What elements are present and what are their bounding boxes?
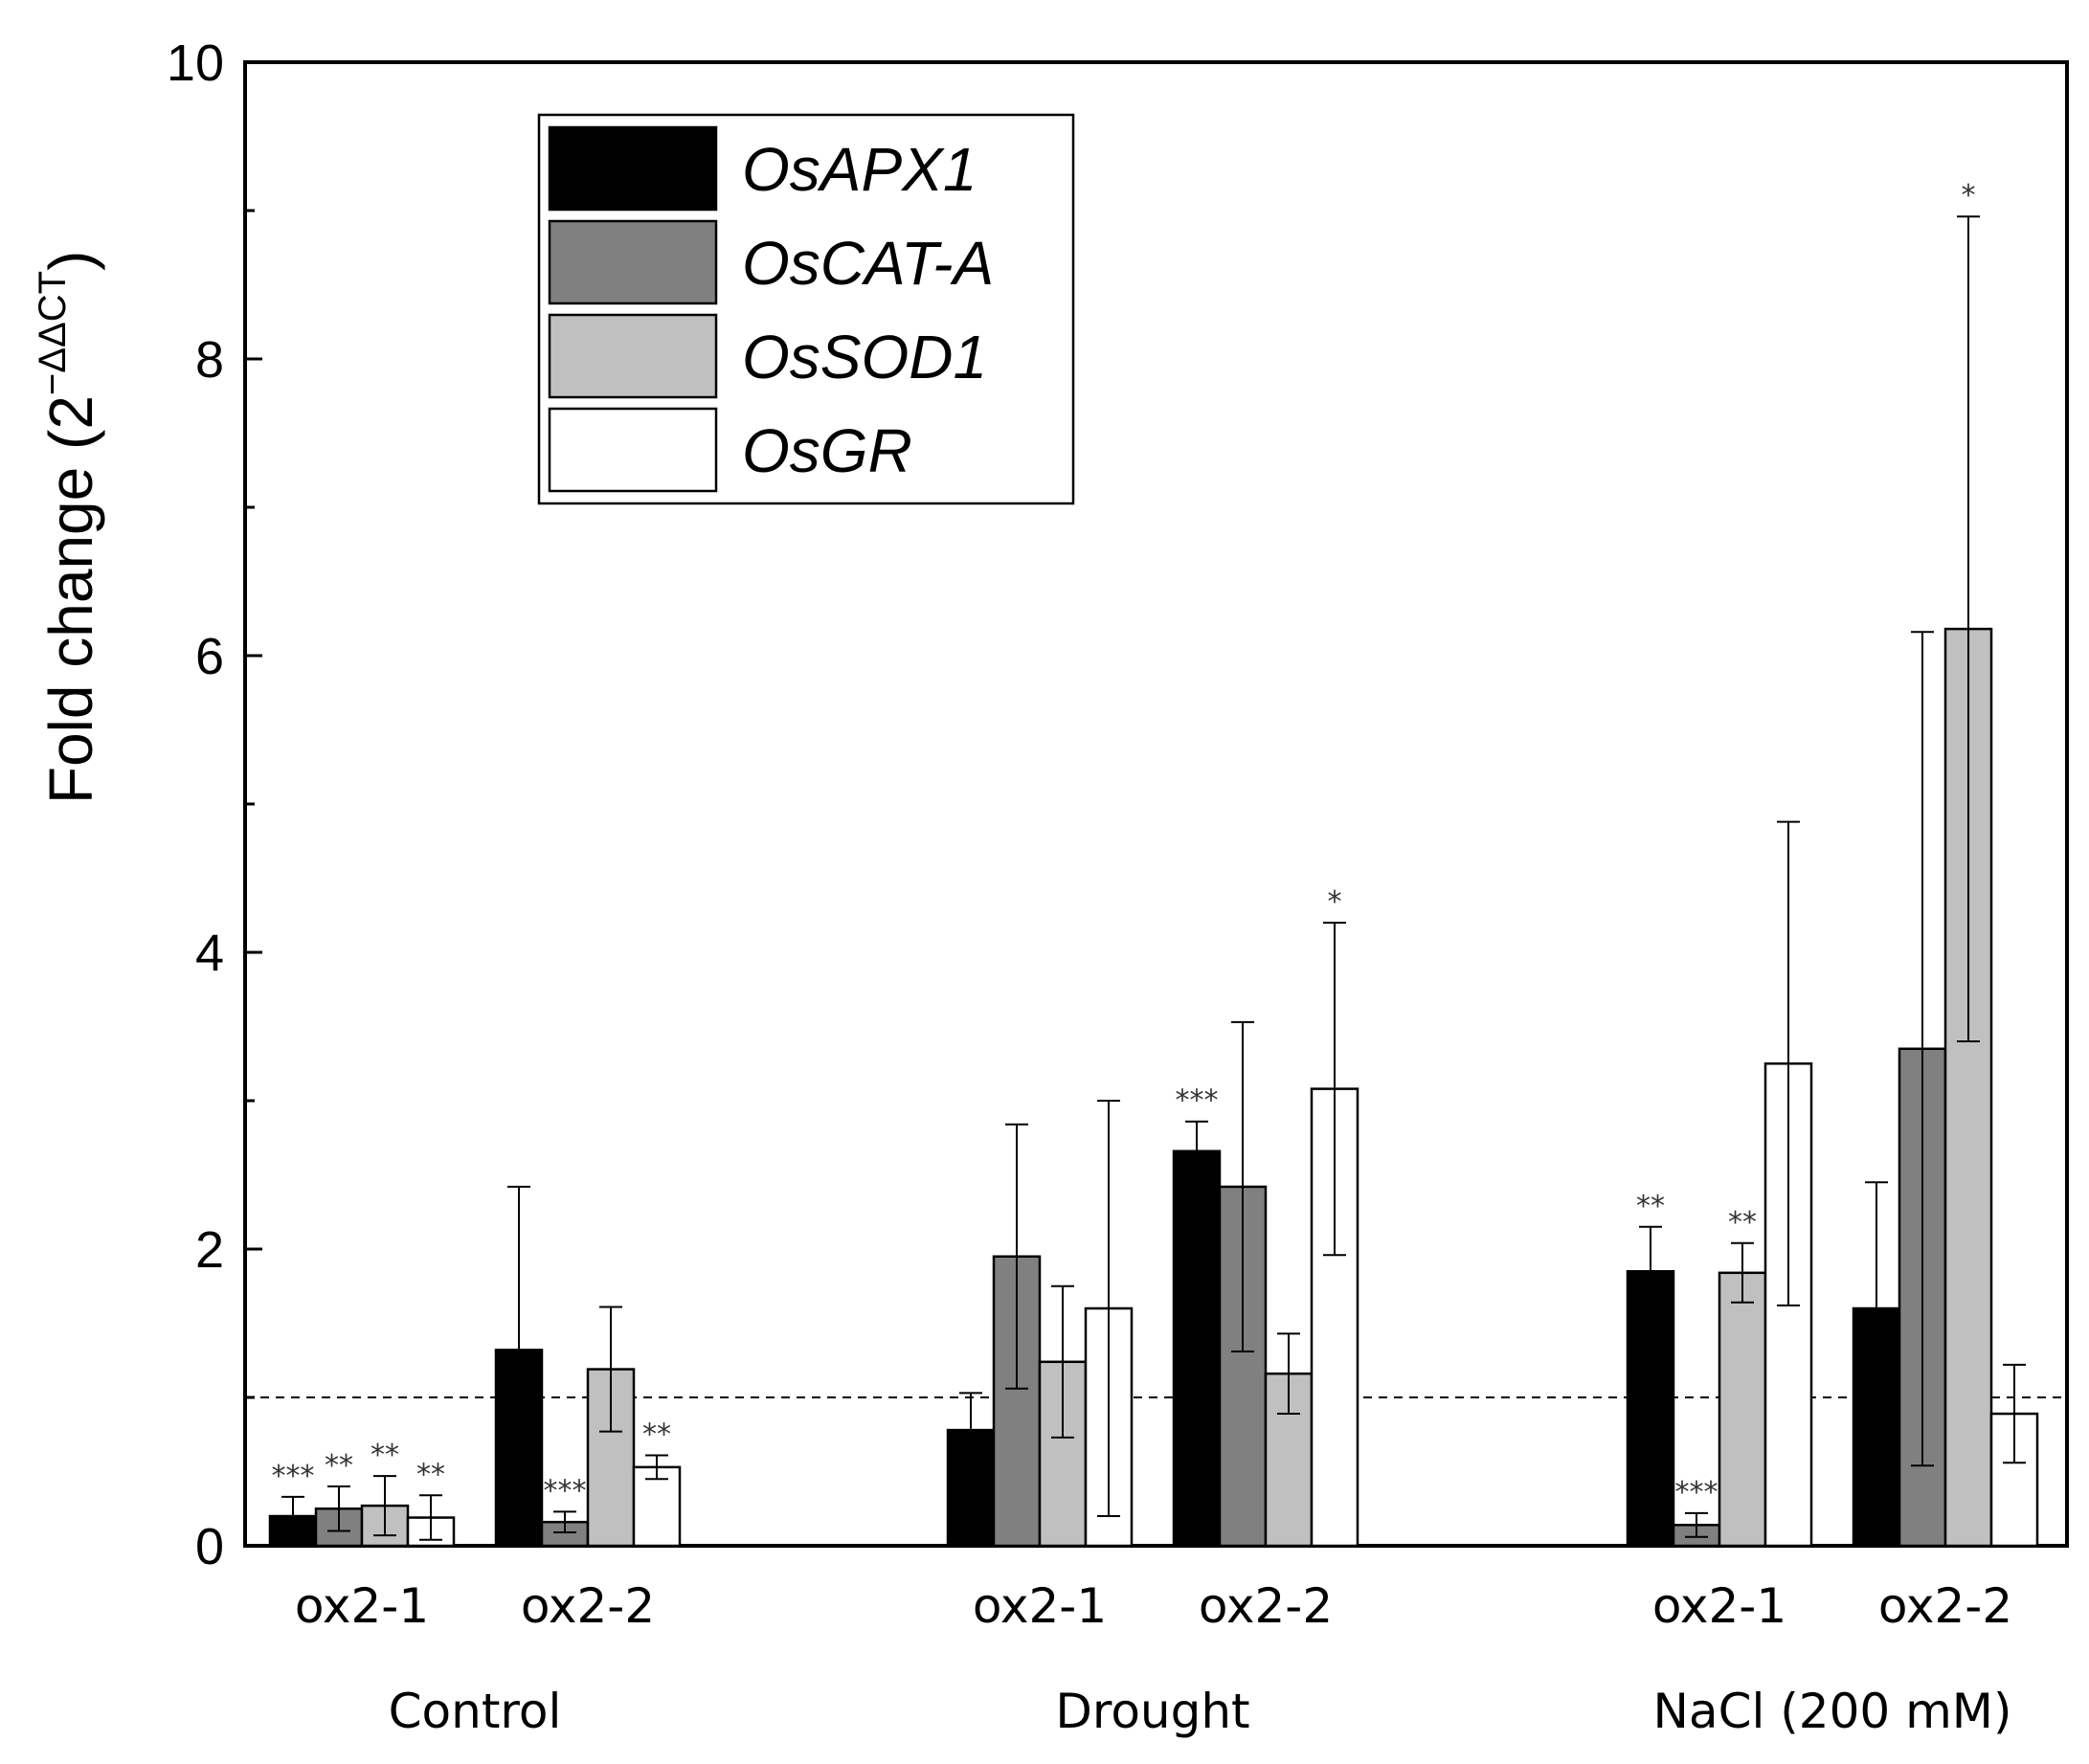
error-bar-osapx1-4 — [1639, 1225, 1662, 1317]
error-bar-ossod1-1 — [599, 1306, 622, 1433]
x-category-label: ox2-2 — [1878, 1578, 2012, 1634]
y-tick-label: 0 — [195, 1518, 224, 1575]
error-bar-ossod1-5 — [1957, 215, 1980, 1042]
error-bars-layer — [281, 215, 2026, 1541]
x-category-label: ox2-1 — [295, 1578, 429, 1634]
error-bar-oscat-a-2 — [1005, 1123, 1028, 1390]
y-axis-title: Fold change (2−ΔΔCT) — [32, 251, 105, 804]
significance-label: *** — [272, 1460, 315, 1493]
error-bar-ossod1-2 — [1051, 1284, 1074, 1439]
significance-label: * — [1328, 885, 1342, 919]
y-axis-title-superscript: −ΔΔCT — [32, 271, 74, 395]
significance-label: *** — [544, 1474, 587, 1507]
error-bar-ossod1-0 — [373, 1475, 396, 1537]
x-group-label: Drought — [1055, 1684, 1249, 1739]
error-bar-osapx1-2 — [959, 1392, 982, 1468]
error-bar-osgr-2 — [1097, 1100, 1120, 1517]
x-category-label: ox2-1 — [1652, 1578, 1786, 1634]
significance-label: *** — [1176, 1084, 1219, 1118]
error-bar-osapx1-0 — [281, 1495, 304, 1537]
legend-item-osgr: OsGR — [548, 407, 912, 493]
legend-swatch — [548, 407, 718, 493]
legend-label: OsCAT-A — [742, 229, 994, 298]
x-category-label: ox2-1 — [973, 1578, 1107, 1634]
y-axis: 0 2 4 6 8 10 — [167, 34, 262, 1575]
legend-item-osapx1: OsAPX1 — [548, 125, 977, 212]
error-bar-osgr-3 — [1323, 922, 1346, 1257]
x-axis: ox2-1 ox2-2 Control ox2-1 ox2-2 Drought ox2-1 o… — [295, 1578, 2012, 1739]
error-bar-oscat-a-0 — [327, 1485, 350, 1532]
significance-label: ** — [325, 1449, 353, 1483]
error-bar-ossod1-3 — [1277, 1332, 1300, 1416]
x-group-label: NaCl (200 mM) — [1653, 1684, 2012, 1739]
significance-label: *** — [1675, 1476, 1718, 1509]
error-bar-oscat-a-4 — [1685, 1511, 1708, 1538]
y-tick-label: 10 — [167, 34, 224, 92]
error-bar-ossod1-4 — [1731, 1241, 1754, 1304]
error-bar-oscat-a-3 — [1231, 1020, 1254, 1352]
y-axis-title-main: Fold change (2 — [36, 395, 105, 804]
significance-layer: ************* ************* — [272, 179, 1976, 1509]
x-group-label: Control — [389, 1684, 562, 1739]
bar-osapx1-4 — [1626, 1270, 1675, 1548]
significance-label: * — [1962, 179, 1976, 212]
legend-item-oscat-a: OsCAT-A — [548, 219, 994, 305]
y-tick-label: 2 — [195, 1221, 224, 1279]
error-bar-osgr-5 — [2003, 1363, 2026, 1464]
legend-label: OsAPX1 — [742, 135, 977, 204]
error-bar-oscat-a-5 — [1911, 631, 1934, 1467]
legend-item-ossod1: OsSOD1 — [548, 313, 987, 399]
legend-label: OsSOD1 — [742, 323, 987, 391]
legend: OsAPX1 OsCAT-A OsSOD1 OsGR — [537, 113, 1075, 505]
bar-osgr-1 — [632, 1465, 682, 1548]
significance-label: ** — [371, 1439, 399, 1472]
significance-label: ** — [416, 1458, 445, 1491]
y-tick-label: 8 — [195, 331, 224, 389]
legend-swatch — [548, 313, 718, 399]
significance-label: ** — [1728, 1206, 1757, 1239]
error-bar-osapx1-3 — [1185, 1120, 1208, 1182]
error-bar-oscat-a-1 — [553, 1510, 576, 1534]
y-tick-label: 6 — [195, 628, 224, 685]
x-category-label: ox2-2 — [1199, 1578, 1333, 1634]
legend-swatch — [548, 125, 718, 212]
error-bar-osgr-4 — [1777, 820, 1800, 1306]
error-bar-osgr-0 — [419, 1494, 442, 1541]
y-axis-title-close: ) — [36, 251, 105, 271]
svg-text:Fold change (2−ΔΔCT): Fold change (2−ΔΔCT) — [32, 251, 105, 804]
significance-label: ** — [642, 1418, 671, 1451]
x-category-label: ox2-2 — [521, 1578, 655, 1634]
legend-label: OsGR — [742, 416, 912, 485]
bar-ossod1-4 — [1718, 1271, 1767, 1548]
error-bar-osapx1-5 — [1865, 1181, 1888, 1436]
legend-swatch — [548, 219, 718, 305]
bars-layer — [268, 627, 2039, 1548]
error-bar-osapx1-1 — [507, 1185, 530, 1514]
error-bar-osgr-1 — [645, 1454, 668, 1481]
significance-label: ** — [1636, 1190, 1665, 1223]
y-tick-label: 4 — [195, 925, 224, 982]
bar-osapx1-3 — [1172, 1150, 1222, 1548]
